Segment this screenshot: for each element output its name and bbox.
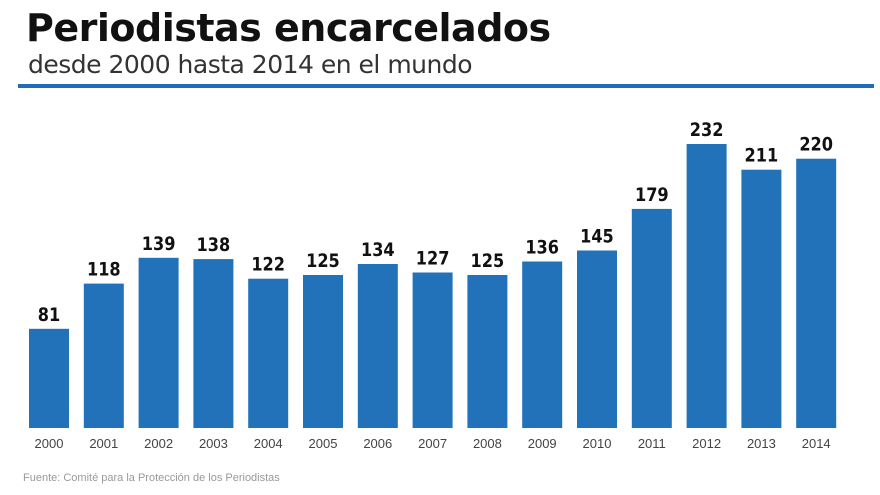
value-label-2002: 139 [142,234,176,256]
bar-2010 [577,250,617,428]
x-tick-label-2014: 2014 [802,436,831,451]
x-tick-labels-group: 2000 2001 2002 2003 2004 2005 2006 2007 2008 2009… [35,436,831,451]
x-tick-label-2003: 2003 [199,436,228,451]
bar-2003 [193,259,234,428]
value-label-2011: 179 [635,185,669,207]
value-label-2007: 127 [416,248,450,270]
value-label-2009: 136 [525,237,559,259]
x-tick-label-2008: 2008 [473,436,502,451]
x-tick-label-2007: 2007 [418,436,447,451]
x-tick-label-2006: 2006 [363,436,392,451]
bar-2008 [467,275,508,428]
bar-2011 [631,208,672,428]
value-label-2005: 125 [306,251,340,273]
bar-2009 [522,261,563,428]
bar-2001 [83,283,124,428]
bar-2000 [29,328,69,428]
bar-2012 [686,144,727,428]
value-label-2003: 138 [197,235,231,257]
value-label-2006: 134 [361,240,395,262]
x-tick-label-2001: 2001 [89,436,118,451]
value-labels-group: 81 118 139 138 122 125 134 127 125 136 145 179 232 21… [38,120,833,326]
value-label-2013: 211 [745,146,779,168]
source-note: Fuente: Comité para la Protección de los… [23,472,280,484]
value-label-2014: 220 [799,135,833,157]
bars-group [29,144,837,428]
value-label-2008: 125 [471,251,505,273]
x-tick-label-2005: 2005 [309,436,338,451]
title-divider [18,84,874,88]
value-label-2000: 81 [38,305,60,327]
x-tick-label-2004: 2004 [254,436,283,451]
bar-2007 [412,272,453,428]
chart-title: Periodistas encarcelados [26,6,551,50]
bar-2013 [741,169,782,428]
bar-2006 [357,264,398,428]
x-tick-label-2002: 2002 [144,436,173,451]
x-tick-label-2000: 2000 [35,436,64,451]
bar-2014 [796,158,837,428]
bar-2005 [303,275,343,428]
x-tick-label-2011: 2011 [638,436,666,451]
value-label-2010: 145 [580,226,614,248]
bar-2004 [248,278,289,428]
value-label-2001: 118 [87,259,121,281]
bar-2002 [138,257,179,428]
value-label-2004: 122 [251,255,285,277]
x-tick-label-2010: 2010 [583,436,612,451]
chart-subtitle: desde 2000 hasta 2014 en el mundo [28,50,473,79]
value-label-2012: 232 [690,120,724,142]
x-tick-label-2012: 2012 [692,436,721,451]
x-tick-label-2009: 2009 [528,436,557,451]
x-tick-label-2013: 2013 [747,436,776,451]
